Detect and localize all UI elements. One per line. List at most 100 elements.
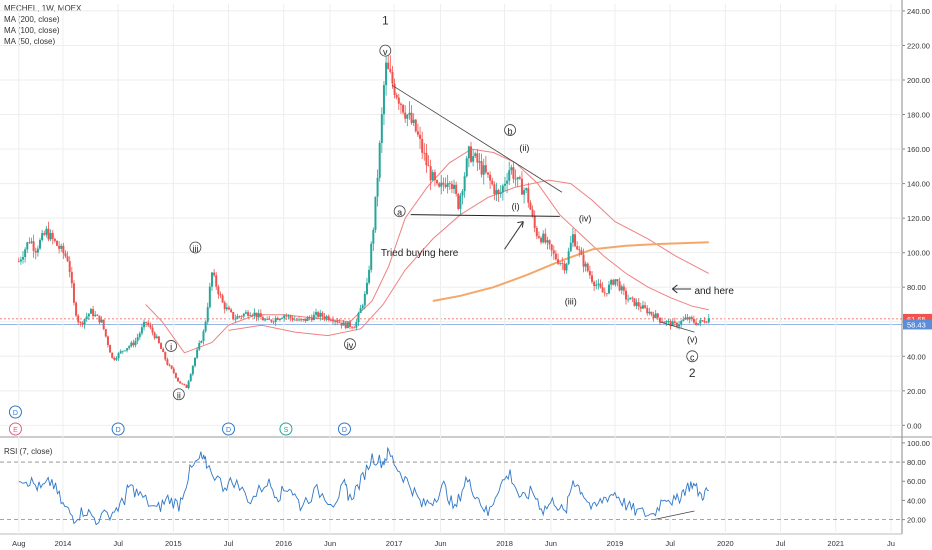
wave-i-left-label: i	[170, 342, 172, 352]
candle-body	[302, 318, 305, 320]
candle-body	[569, 242, 572, 252]
x-tick-label: Jun	[545, 539, 557, 548]
candle-body	[60, 245, 63, 249]
candle-body	[380, 114, 383, 143]
event-e: E	[13, 427, 18, 434]
x-tick-label: 2021	[827, 539, 844, 548]
candle-body	[438, 183, 441, 187]
candle-body	[196, 349, 199, 358]
candle-body	[58, 245, 61, 249]
candle-body	[529, 202, 532, 210]
arrow-up	[504, 221, 524, 250]
candle-body	[306, 317, 309, 321]
candle-body	[580, 250, 583, 255]
wave-iii-left-label-circle	[189, 241, 202, 254]
candle-body	[372, 229, 375, 244]
candle-body	[412, 119, 415, 124]
candle-body	[520, 178, 523, 195]
candle-body	[429, 166, 432, 181]
arrow-up-head	[517, 221, 524, 228]
candle-body	[527, 188, 530, 203]
candle-body	[571, 234, 574, 243]
candle-body	[329, 319, 332, 321]
candle-body	[586, 263, 589, 272]
candle-body	[323, 316, 326, 319]
candle-body	[28, 242, 31, 244]
candle-body	[119, 351, 122, 354]
candle-body	[247, 312, 250, 316]
event-d-2-circle	[111, 422, 125, 436]
candle-body	[315, 312, 318, 315]
candle-body	[550, 244, 553, 251]
wave-i-left-label-circle	[165, 340, 178, 352]
candle-body	[673, 321, 676, 323]
candle-body	[83, 319, 86, 325]
candle-body	[219, 294, 222, 296]
price-label: 61.65	[907, 315, 926, 324]
candle-body	[53, 238, 56, 241]
candle-body	[463, 176, 466, 192]
price-axis[interactable]: 240.00 220.00 200.00 180.00 160.00 140.00 120.…	[902, 7, 932, 430]
candle-body	[138, 333, 141, 338]
candle-body	[168, 364, 171, 366]
candle-body	[484, 165, 487, 173]
candle-body	[608, 284, 611, 294]
x-tick-label: Jun	[434, 539, 446, 548]
wave-i-right-label: (i)	[512, 202, 520, 212]
wave-c-label: c	[690, 353, 695, 363]
legend-rsi: RSI (7, close)	[4, 447, 53, 456]
candle-body	[327, 316, 330, 320]
event-s: S	[284, 427, 289, 434]
candle-body	[567, 251, 570, 264]
candle-body	[389, 68, 392, 72]
x-tick-label: Ju	[887, 539, 895, 548]
candle-body	[115, 358, 118, 360]
candle-body	[187, 381, 190, 388]
ma100-line	[228, 179, 710, 337]
candle-body	[576, 246, 579, 250]
drawings	[391, 84, 695, 521]
candle-body	[491, 180, 494, 185]
tried-buying-note: Tried buying here	[381, 248, 459, 259]
candle-body	[402, 104, 405, 113]
candle-body	[455, 184, 458, 194]
candle-body	[30, 241, 33, 243]
time-axis[interactable]: Aug 2014 Jul 2015 Jul 2016 Jun 2017 Jun 2018 Jun 20…	[12, 539, 895, 548]
candle-body	[385, 62, 388, 86]
candle-body	[164, 351, 167, 360]
candle-body	[189, 374, 192, 382]
candle-body	[601, 287, 604, 293]
candle-body	[126, 348, 129, 351]
price-label: 58.43	[907, 320, 926, 329]
y-tick-label: 0.00	[907, 421, 922, 430]
candle-body	[427, 165, 430, 167]
candle-body	[510, 167, 513, 171]
candle-body	[157, 336, 160, 344]
candle-body	[274, 317, 277, 322]
candle-body	[533, 215, 536, 229]
candle-body	[140, 327, 143, 334]
candle-body	[595, 284, 598, 287]
candle-body	[678, 324, 681, 327]
candle-body	[459, 195, 462, 209]
candle-body	[223, 302, 226, 310]
candle-body	[444, 184, 447, 187]
candle-body	[705, 322, 708, 324]
candle-body	[440, 182, 443, 187]
event-d-4: D	[342, 427, 347, 434]
candle-body	[34, 250, 37, 253]
candle-body	[671, 321, 674, 327]
candle-body	[270, 319, 273, 322]
x-tick-label: 2018	[496, 539, 513, 548]
candle-body	[242, 313, 245, 317]
rsi-pane: 100.00 80.00 60.00 40.00 20.00	[0, 439, 930, 526]
candle-body	[391, 71, 394, 84]
candle-body	[658, 317, 661, 322]
candle-body	[574, 234, 577, 247]
candle-body	[472, 156, 475, 162]
y-tick-label: 40.00	[907, 352, 926, 361]
candle-body	[493, 184, 496, 195]
candle-body	[202, 331, 205, 342]
